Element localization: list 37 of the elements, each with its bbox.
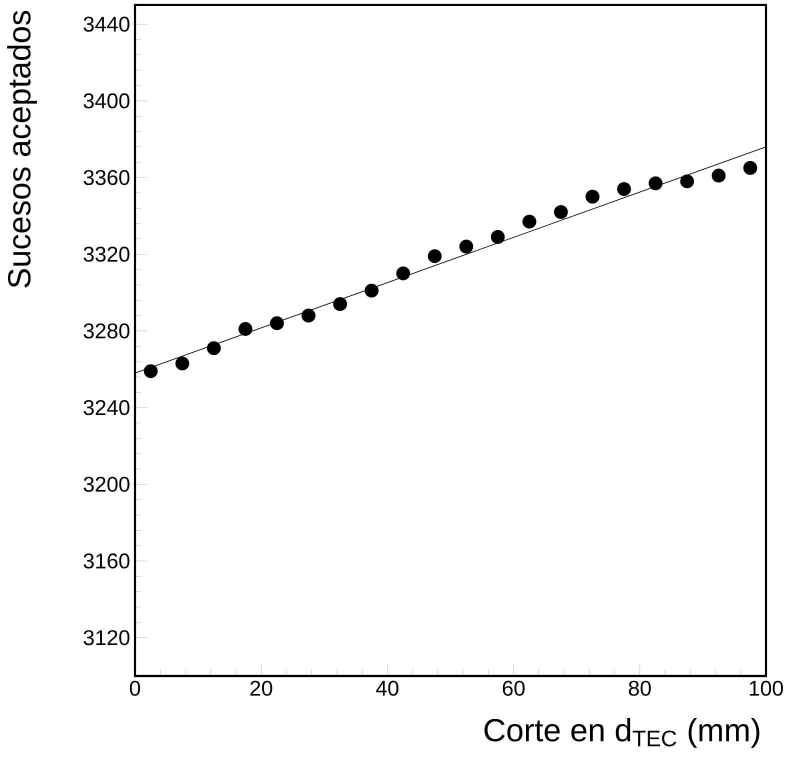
point <box>712 168 726 183</box>
point <box>490 230 505 244</box>
y-tick-label: 3440 <box>84 16 130 32</box>
x-tick-label: 0 <box>130 680 140 696</box>
point <box>333 297 348 312</box>
point <box>428 249 442 264</box>
point <box>522 214 536 229</box>
y-tick-label: 3120 <box>84 630 130 646</box>
x-tick-label: 40 <box>376 680 398 696</box>
y-tick-label: 3200 <box>84 476 130 492</box>
point <box>144 364 158 378</box>
y-tick-label: 3320 <box>84 246 130 262</box>
x-tick-label: 80 <box>628 680 651 696</box>
point <box>554 205 568 219</box>
point <box>586 190 600 204</box>
y-tick-label: 3240 <box>84 400 130 416</box>
x-axis-title: Corte en d$_{TEC}$ (mm) <box>484 718 760 748</box>
y-axis-title: Sucesos aceptados <box>7 10 37 288</box>
y-tick-label: 3160 <box>84 553 130 569</box>
y-tick-label: 3360 <box>84 170 130 186</box>
point <box>743 161 758 175</box>
point <box>175 356 190 370</box>
point <box>302 308 316 323</box>
point <box>396 266 410 280</box>
point <box>206 341 221 356</box>
point <box>459 240 474 254</box>
x-tick-label: 100 <box>750 680 783 696</box>
y-tick-label: 3400 <box>84 93 130 108</box>
point <box>364 284 379 298</box>
x-tick-label: 60 <box>502 680 525 696</box>
point <box>617 182 631 196</box>
x-tick-label: 20 <box>250 680 272 696</box>
point <box>270 316 284 330</box>
y-tick-label: 3280 <box>84 323 130 338</box>
point <box>648 176 663 190</box>
point <box>680 174 694 188</box>
point <box>238 322 252 336</box>
